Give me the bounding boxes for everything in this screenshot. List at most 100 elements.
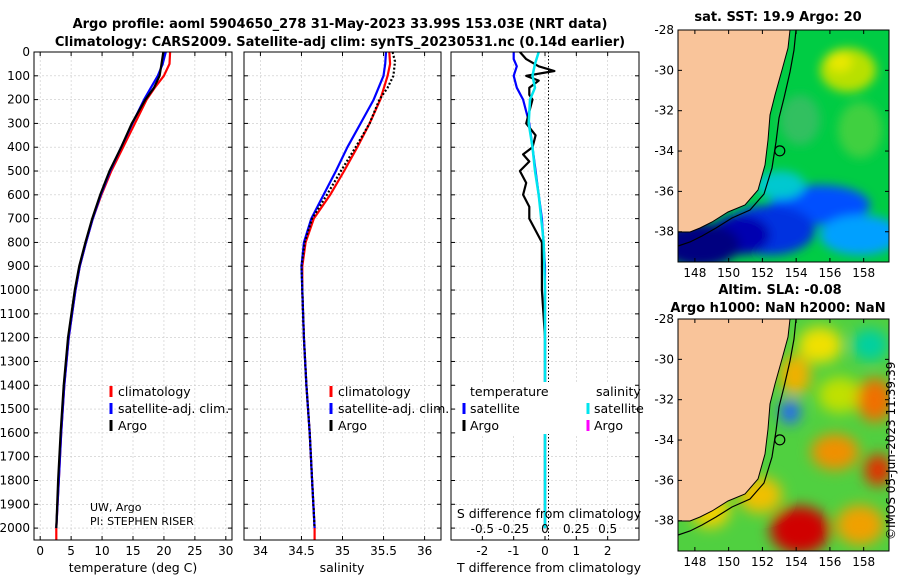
map-y-tick-label: -34 — [654, 433, 674, 447]
credit-line2: PI: STEPHEN RISER — [90, 515, 194, 528]
legend3-temperature-header: temperature — [470, 384, 549, 399]
series-line-s-satellite — [527, 52, 547, 529]
x-tick-label: 10 — [94, 544, 109, 558]
map-y-tick-label: -38 — [654, 225, 674, 239]
difference-lines — [512, 52, 556, 529]
map-x-tick-label: 152 — [751, 555, 774, 569]
map-x-tick-label: 148 — [683, 266, 706, 280]
sla-map-field — [678, 319, 889, 551]
map-x-tick-label: 148 — [683, 555, 706, 569]
legend3-sargo-label: Argo — [594, 418, 623, 433]
s-tick-label: -0.5 — [471, 522, 494, 536]
series-line-argo — [55, 52, 165, 529]
sla-map: Altim. SLA: -0.08 Argo h1000: NaN h2000:… — [654, 283, 890, 569]
x-tick-label: -1 — [508, 544, 520, 558]
salinity-legend: climatology satellite-adj. clim. Argo — [329, 384, 449, 433]
t-diff-xlabel: T difference from climatology — [456, 560, 642, 575]
map-x-tick-label: 154 — [785, 266, 808, 280]
y-tick-label: 1500 — [0, 402, 30, 416]
y-tick-label: 400 — [7, 140, 30, 154]
sla-map-title2: Argo h1000: NaN h2000: NaN — [670, 301, 885, 316]
salinity-lines — [300, 52, 397, 540]
difference-panel: -2 -1 0 1 2 temperature salinity satellite A… — [450, 51, 644, 575]
x-tick-label: 1 — [573, 544, 581, 558]
map-x-tick-label: 152 — [751, 266, 774, 280]
y-tick-label: 1100 — [0, 307, 30, 321]
temperature-panel: 0100200300400500600700800900100011001200… — [0, 45, 233, 575]
x-tick-label: 25 — [187, 544, 202, 558]
sst-isobath — [678, 30, 797, 247]
legend3-ssat-label: satellite — [594, 401, 644, 416]
x-tick-label: -2 — [476, 544, 488, 558]
map-y-tick-label: -30 — [654, 352, 674, 366]
map-x-tick-label: 150 — [717, 555, 740, 569]
s-tick-label: 0.5 — [598, 522, 617, 536]
x-tick-label: 0 — [36, 544, 44, 558]
map-y-tick-label: -32 — [654, 393, 674, 407]
temperature-ticks: 0100200300400500600700800900100011001200… — [0, 45, 233, 558]
y-tick-label: 1900 — [0, 497, 30, 511]
legend3-targo-label: Argo — [470, 418, 499, 433]
x-tick-label: 35 — [335, 544, 350, 558]
legend2-satellite-label: satellite-adj. clim. — [338, 401, 449, 416]
sla-land — [678, 319, 790, 521]
legend2-argo-label: Argo — [338, 418, 367, 433]
y-tick-label: 1400 — [0, 378, 30, 392]
figure-title-line1: Argo profile: aoml 5904650_278 31-May-20… — [73, 17, 608, 32]
temperature-legend: climatology satellite-adj. clim. Argo — [109, 384, 229, 433]
sla-float-marker — [774, 434, 786, 446]
y-tick-label: 600 — [7, 188, 30, 202]
salinity-xlabel: salinity — [320, 560, 365, 575]
legend3-salinity-header: salinity — [596, 384, 641, 399]
map-x-tick-label: 158 — [852, 266, 875, 280]
x-tick-label: 20 — [156, 544, 171, 558]
legend3-tsat-label: satellite — [470, 401, 520, 416]
sst-map-title: sat. SST: 19.9 Argo: 20 — [694, 10, 861, 25]
y-tick-label: 1000 — [0, 283, 30, 297]
map-y-tick-label: -28 — [654, 23, 674, 37]
temperature-xlabel: temperature (deg C) — [69, 560, 198, 575]
y-tick-label: 1300 — [0, 354, 30, 368]
y-tick-label: 200 — [7, 93, 30, 107]
x-tick-label: 35.5 — [370, 544, 397, 558]
x-tick-label: 5 — [67, 544, 75, 558]
s-tick-label: -0.25 — [498, 522, 529, 536]
s-diff-xlabel: S difference from climatology — [457, 506, 642, 521]
map-y-tick-label: -36 — [654, 473, 674, 487]
sla-isobath — [678, 319, 797, 536]
sla-coastline — [678, 319, 791, 522]
legend2-climatology-label: climatology — [338, 384, 411, 399]
figure-title-line2: Climatology: CARS2009. Satellite-adj cli… — [55, 35, 625, 50]
map-y-tick-label: -38 — [654, 514, 674, 528]
x-tick-label: 30 — [218, 544, 233, 558]
x-tick-label: 34.5 — [288, 544, 315, 558]
map-y-tick-label: -30 — [654, 63, 674, 77]
x-tick-label: 36 — [417, 544, 432, 558]
legend-argo-label: Argo — [118, 418, 147, 433]
sst-coastline — [678, 30, 791, 233]
sla-map-title1: Altim. SLA: -0.08 — [718, 283, 841, 298]
salinity-ticks: 34 34.5 35 35.5 36 — [244, 51, 441, 558]
temperature-lines — [55, 52, 172, 540]
s-diff-ticks: -0.5 -0.25 0 0.25 0.5 — [471, 522, 618, 536]
y-tick-label: 1200 — [0, 331, 30, 345]
sst-map-ticks: 148 150 152 154 156 158 -28 -30 -32 -34 -36 -38 — [654, 23, 889, 280]
y-tick-label: 100 — [7, 69, 30, 83]
y-tick-label: 800 — [7, 235, 30, 249]
map-y-tick-label: -32 — [654, 104, 674, 118]
map-x-tick-label: 156 — [818, 555, 841, 569]
x-tick-label: 2 — [604, 544, 612, 558]
sla-map-ticks: 148 150 152 154 156 158 -28 -30 -32 -34 -36 -38 — [654, 312, 889, 569]
y-tick-label: 1800 — [0, 473, 30, 487]
x-tick-label: 15 — [125, 544, 140, 558]
s-tick-label: 0.25 — [563, 522, 590, 536]
map-y-tick-label: -36 — [654, 184, 674, 198]
y-tick-label: 1600 — [0, 426, 30, 440]
x-tick-label: 0 — [541, 544, 549, 558]
y-tick-label: 300 — [7, 116, 30, 130]
x-tick-label: 34 — [253, 544, 268, 558]
sst-land — [678, 30, 790, 232]
series-line-argo — [300, 52, 397, 529]
y-tick-label: 2000 — [0, 521, 30, 535]
